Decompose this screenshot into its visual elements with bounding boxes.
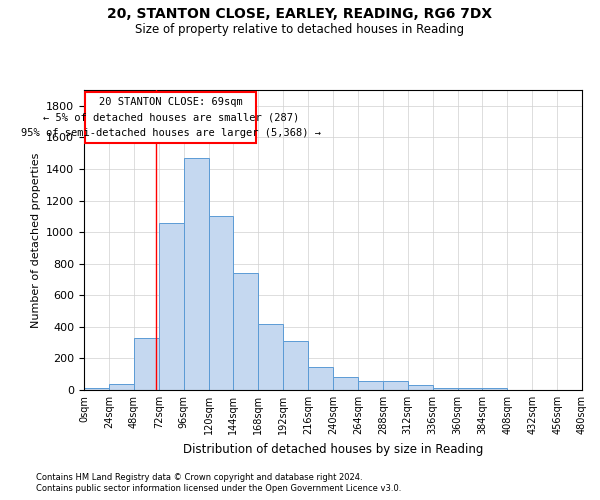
Bar [458,388,482,390]
Bar [159,222,184,390]
Text: 20 STANTON CLOSE: 69sqm: 20 STANTON CLOSE: 69sqm [99,98,242,108]
Text: 20, STANTON CLOSE, EARLEY, READING, RG6 7DX: 20, STANTON CLOSE, EARLEY, READING, RG6 … [107,8,493,22]
Bar [358,380,383,390]
Bar [433,388,458,390]
Bar [283,341,308,390]
Bar [333,376,358,390]
Text: Size of property relative to detached houses in Reading: Size of property relative to detached ho… [136,22,464,36]
Bar [85,92,256,143]
Bar [184,158,209,390]
Text: ← 5% of detached houses are smaller (287): ← 5% of detached houses are smaller (287… [43,112,299,122]
Bar [233,273,259,390]
Bar [134,338,159,390]
Bar [209,216,233,390]
Bar [482,388,508,390]
Bar [308,367,333,390]
Text: Contains HM Land Registry data © Crown copyright and database right 2024.: Contains HM Land Registry data © Crown c… [36,472,362,482]
Bar [109,384,134,390]
Bar [383,380,408,390]
Text: Distribution of detached houses by size in Reading: Distribution of detached houses by size … [183,442,483,456]
Text: 95% of semi-detached houses are larger (5,368) →: 95% of semi-detached houses are larger (… [20,128,320,138]
Bar [259,324,283,390]
Bar [84,388,109,390]
Y-axis label: Number of detached properties: Number of detached properties [31,152,41,328]
Bar [408,386,433,390]
Text: Contains public sector information licensed under the Open Government Licence v3: Contains public sector information licen… [36,484,401,493]
